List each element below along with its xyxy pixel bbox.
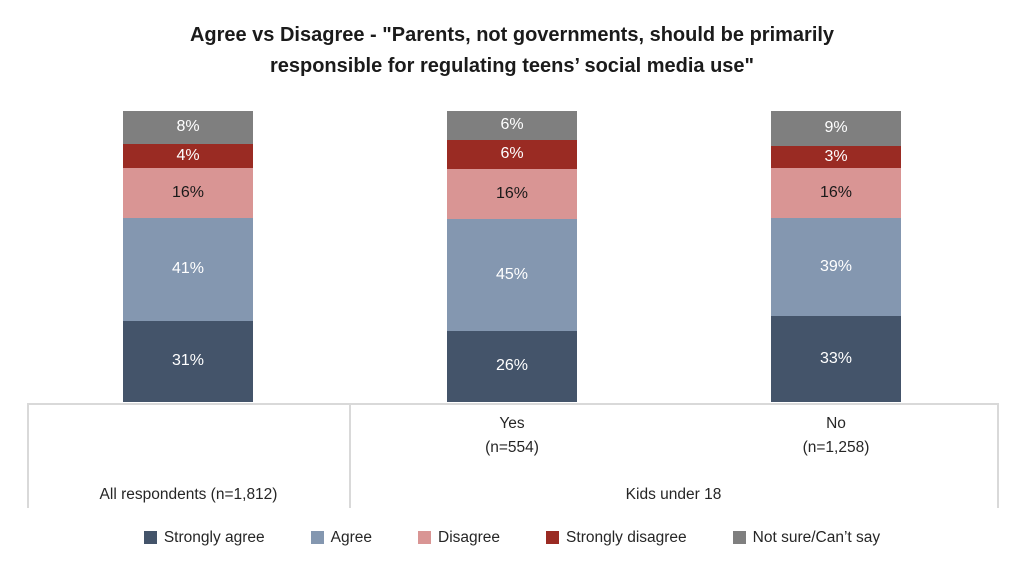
tick-label-yes-line1: Yes [499,415,525,432]
tick-label-no-line1: No [826,415,846,432]
bar-segment: 16% [447,168,577,219]
legend-label: Not sure/Can’t say [752,529,881,546]
legend-label: Agree [330,529,373,546]
bar-segment: 16% [123,168,253,219]
bar-segment: 16% [771,168,901,219]
axis-border-right [997,403,999,508]
data-label: 26% [495,357,529,375]
tick-label-yes: Yes (n=554) [412,412,612,460]
legend-item: Strongly disagree [546,530,687,546]
legend-label: Strongly agree [163,529,265,546]
axis-border-left [27,403,29,508]
legend-item: Not sure/Can’t say [732,529,881,546]
bar-segment: 39% [771,218,901,317]
data-label: 6% [500,145,524,163]
bar-segment: 26% [447,330,577,402]
data-label: 16% [819,184,853,202]
bar-segment: 9% [771,111,901,146]
chart-title: Agree vs Disagree - "Parents, not govern… [0,20,1024,82]
data-label: 31% [171,352,205,370]
bar-segment: 33% [771,316,901,402]
legend-item: Disagree [418,530,500,546]
tick-label-no: No (n=1,258) [736,412,936,460]
bar-segment: 6% [447,111,577,140]
data-label: 16% [495,184,529,202]
bar-segment: 6% [447,139,577,169]
data-label: 45% [495,265,529,283]
tick-label-yes-line2: (n=554) [485,439,539,456]
legend-swatch-icon [143,531,157,545]
bar-column-2: 6% 6% 16% 45% 26% [447,111,577,402]
legend-swatch-icon [310,531,324,545]
data-label: 4% [176,147,200,165]
data-label: 39% [819,258,853,276]
bar-segment: 8% [123,111,253,144]
legend-swatch-icon [418,531,432,545]
data-label: 16% [171,184,205,202]
bar-column-3: 9% 3% 16% 39% 33% [771,111,901,402]
legend-item: Agree [310,529,373,546]
bar-segment: 41% [123,218,253,321]
plot-area: 8% 4% 16% 41% 31% 6% 6% 16% 45% 26% 9% 3% 16% 39% 33% [0,111,1024,402]
group-label-kids-under-18: Kids under 18 [625,486,722,503]
bar-segment: 31% [123,320,253,402]
legend-label: Disagree [438,529,501,546]
bar-segment: 3% [771,145,901,169]
axis-border-group-divider [349,403,351,508]
legend: Strongly agree Agree Disagree Strongly disa… [0,530,1024,546]
data-label: 9% [824,119,848,137]
bar-column-1: 8% 4% 16% 41% 31% [123,111,253,402]
group-label-all-respondents: All respondents (n=1,812) [99,486,278,503]
data-label: 3% [824,148,848,166]
legend-item: Strongly agree [143,529,265,546]
axis-border-top [27,403,998,405]
bar-segment: 4% [123,143,253,169]
chart-title-line1: Agree vs Disagree - "Parents, not govern… [189,24,835,46]
legend-swatch-icon [732,531,746,545]
data-label: 6% [500,116,524,134]
data-label: 33% [819,350,853,368]
bar-segment: 45% [447,218,577,331]
data-label: 8% [176,118,200,136]
data-label: 41% [171,260,205,278]
legend-swatch-icon [546,531,560,545]
legend-label: Strongly disagree [566,529,687,546]
chart-title-line2: responsible for regulating teens’ social… [269,55,755,77]
tick-label-no-line2: (n=1,258) [802,439,870,456]
